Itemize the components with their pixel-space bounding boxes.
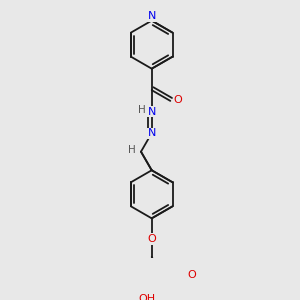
Text: O: O: [187, 270, 196, 280]
Text: OH: OH: [139, 294, 156, 300]
Text: H: H: [128, 145, 135, 155]
Text: N: N: [148, 106, 156, 117]
Text: N: N: [148, 11, 156, 21]
Text: H: H: [138, 105, 146, 115]
Text: N: N: [148, 128, 156, 138]
Text: O: O: [147, 234, 156, 244]
Text: O: O: [174, 95, 182, 105]
